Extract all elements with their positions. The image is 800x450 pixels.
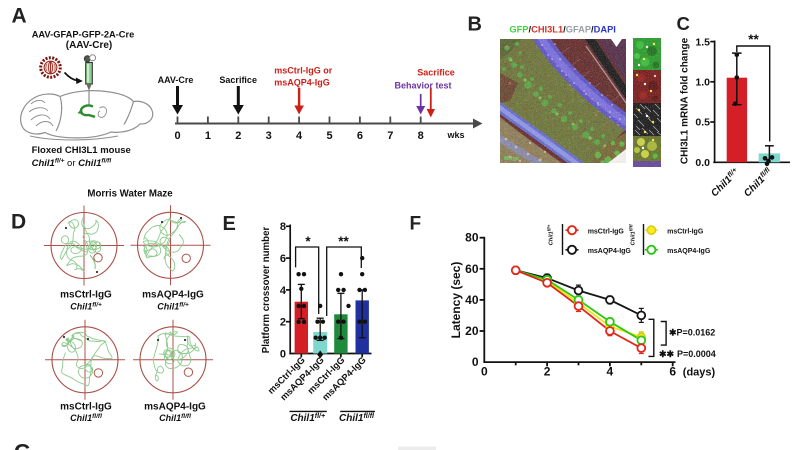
svg-text:80: 80	[465, 231, 479, 245]
svg-text:6: 6	[357, 130, 363, 142]
svg-text:0: 0	[174, 130, 180, 142]
svg-text:1: 1	[205, 130, 211, 142]
svg-text:2: 2	[280, 317, 286, 329]
svg-text:5: 5	[326, 130, 332, 142]
svg-text:60: 60	[465, 262, 479, 276]
svg-text:C: C	[677, 13, 690, 34]
svg-text:msCtrl-IgG: msCtrl-IgG	[667, 228, 704, 235]
svg-text:4: 4	[280, 285, 287, 297]
svg-text:A: A	[12, 5, 27, 28]
svg-text:Chil1fl/+: Chil1fl/+	[709, 167, 742, 200]
svg-text:8: 8	[280, 221, 286, 233]
svg-text:7: 7	[387, 130, 393, 142]
svg-text:✱✱: ✱✱	[659, 349, 675, 359]
svg-text:8: 8	[418, 130, 424, 142]
svg-text:3: 3	[266, 130, 272, 142]
svg-text:0: 0	[280, 348, 286, 360]
svg-text:Platform crossover number: Platform crossover number	[261, 227, 272, 354]
svg-text:CHI3L1 mRNA fold change: CHI3L1 mRNA fold change	[680, 37, 691, 164]
svg-text:msAQP4-IgG: msAQP4-IgG	[588, 248, 632, 255]
svg-text:Chil1fl/+ or Chil1fl/fl: Chil1fl/+ or Chil1fl/fl	[32, 158, 112, 170]
svg-text:GFP/CHI3L1/GFAP/DAPI: GFP/CHI3L1/GFAP/DAPI	[509, 25, 615, 35]
svg-text:✱: ✱	[669, 328, 677, 338]
svg-text:0.0: 0.0	[695, 157, 710, 169]
svg-text:6: 6	[280, 253, 286, 265]
svg-text:Chil1fl/fl: Chil1fl/fl	[159, 413, 191, 423]
svg-text:AAV-GFAP-GFP-2A-Cre: AAV-GFAP-GFP-2A-Cre	[32, 30, 135, 40]
svg-text:msAQP4-IgG: msAQP4-IgG	[667, 248, 711, 255]
svg-text:Chil1fl/+: Chil1fl/+	[547, 224, 555, 245]
svg-text:msCtrl-IgG: msCtrl-IgG	[588, 228, 625, 235]
svg-text:msCtrl-IgG: msCtrl-IgG	[60, 290, 112, 301]
svg-text:*: *	[305, 234, 311, 249]
svg-text:2: 2	[544, 365, 551, 379]
svg-text:Morris Water Maze: Morris Water Maze	[87, 189, 173, 200]
svg-text:msCtrl-IgG or: msCtrl-IgG or	[274, 66, 333, 76]
svg-text:Sacrifice: Sacrifice	[417, 68, 455, 78]
svg-text:wks: wks	[446, 130, 464, 140]
svg-text:msAQP4-IgG: msAQP4-IgG	[144, 402, 206, 413]
svg-text:20: 20	[465, 324, 479, 338]
svg-text:G: G	[14, 440, 31, 450]
svg-text:Chil1fl/fl: Chil1fl/fl	[742, 166, 775, 199]
svg-text:msCtrl-IgG: msCtrl-IgG	[60, 402, 112, 413]
svg-text:0: 0	[472, 355, 479, 369]
svg-text:P=0.0162: P=0.0162	[677, 328, 716, 338]
svg-text:msAQP4-IgG: msAQP4-IgG	[274, 78, 330, 88]
svg-text:4: 4	[296, 130, 303, 142]
svg-text:0: 0	[481, 365, 488, 379]
svg-text:Chil1fl/fl: Chil1fl/fl	[629, 224, 637, 246]
svg-text:Chil1fl/+: Chil1fl/+	[290, 413, 325, 424]
svg-text:2: 2	[235, 130, 241, 142]
svg-text:Sacrifice: Sacrifice	[219, 75, 257, 85]
svg-text:Behavior test: Behavior test	[394, 81, 451, 91]
svg-text:Chil1fl/fl: Chil1fl/fl	[339, 413, 375, 424]
svg-text:4: 4	[607, 365, 614, 379]
svg-text:0.5: 0.5	[695, 117, 710, 129]
svg-text:(AAV-Cre): (AAV-Cre)	[66, 40, 112, 51]
svg-text:F: F	[410, 214, 422, 235]
svg-text:Floxed CHI3L1 mouse: Floxed CHI3L1 mouse	[32, 145, 131, 156]
svg-text:msAQP4-IgG: msAQP4-IgG	[142, 290, 204, 301]
svg-text:AAV-Cre: AAV-Cre	[158, 75, 194, 85]
svg-text:(days): (days)	[683, 367, 716, 379]
svg-text:Chil1fl/+: Chil1fl/+	[157, 302, 189, 312]
svg-text:**: **	[748, 32, 759, 47]
svg-text:B: B	[468, 14, 482, 36]
svg-text:1.0: 1.0	[695, 77, 710, 89]
svg-text:Chil1fl/+: Chil1fl/+	[70, 302, 102, 312]
svg-text:Latency (sec): Latency (sec)	[449, 262, 463, 339]
svg-text:**: **	[338, 234, 349, 249]
svg-text:D: D	[11, 211, 26, 234]
svg-text:40: 40	[465, 293, 479, 307]
svg-text:E: E	[223, 213, 236, 235]
svg-text:P=0.0004: P=0.0004	[677, 349, 716, 359]
svg-text:Chil1fl/fl: Chil1fl/fl	[70, 413, 102, 423]
svg-text:1.5: 1.5	[695, 36, 710, 48]
svg-text:6: 6	[669, 365, 676, 379]
